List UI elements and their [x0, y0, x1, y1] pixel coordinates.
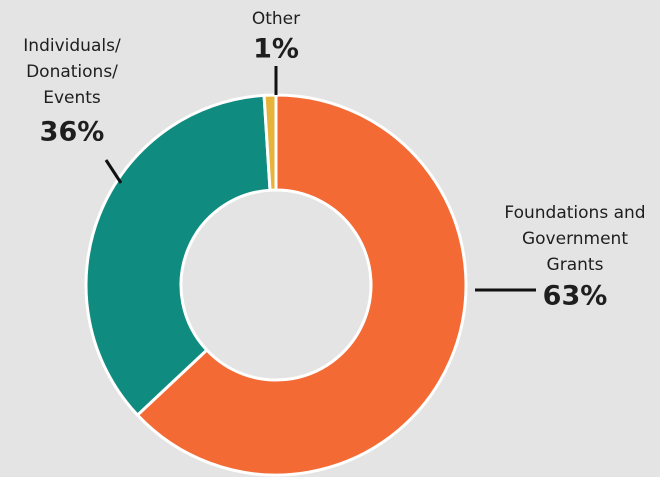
category-label: Individuals/ — [23, 36, 121, 56]
category-label: Grants — [547, 255, 604, 275]
value-label: 63% — [543, 281, 608, 312]
category-label: Donations/ — [26, 62, 118, 82]
category-label: Government — [522, 229, 628, 249]
category-label: Other — [252, 9, 300, 29]
leader-line — [104, 159, 123, 184]
donut-slice — [135, 93, 468, 477]
value-label: 1% — [253, 34, 299, 65]
category-label: Foundations and — [504, 203, 645, 223]
category-label: Events — [43, 88, 101, 108]
donut-slice — [262, 93, 278, 192]
value-label: 36% — [40, 117, 105, 148]
donut-slice — [84, 93, 272, 418]
